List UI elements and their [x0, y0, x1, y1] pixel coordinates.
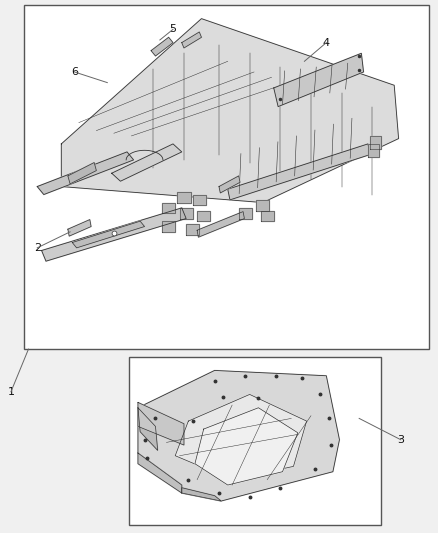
Polygon shape — [175, 394, 307, 480]
Polygon shape — [112, 144, 182, 181]
Polygon shape — [68, 220, 91, 236]
Text: 2: 2 — [34, 243, 41, 253]
Polygon shape — [162, 203, 175, 213]
Polygon shape — [72, 221, 145, 248]
Polygon shape — [138, 453, 182, 493]
Polygon shape — [239, 208, 252, 219]
Polygon shape — [219, 176, 240, 193]
Polygon shape — [68, 163, 96, 184]
Polygon shape — [42, 208, 186, 261]
Polygon shape — [138, 402, 184, 445]
Polygon shape — [182, 32, 201, 48]
Polygon shape — [228, 144, 370, 200]
Text: 4: 4 — [323, 38, 330, 47]
Polygon shape — [138, 370, 339, 501]
Polygon shape — [138, 408, 158, 450]
Text: 1: 1 — [7, 387, 14, 397]
Text: 3: 3 — [397, 435, 404, 445]
Polygon shape — [151, 37, 173, 56]
Polygon shape — [195, 408, 298, 485]
Text: 5: 5 — [170, 25, 177, 34]
Polygon shape — [274, 53, 364, 107]
Bar — [24, 5, 429, 349]
Polygon shape — [197, 212, 244, 237]
Polygon shape — [261, 211, 274, 221]
Polygon shape — [37, 152, 134, 195]
Polygon shape — [370, 136, 381, 149]
Polygon shape — [182, 488, 221, 501]
Polygon shape — [61, 19, 399, 203]
Polygon shape — [197, 211, 210, 221]
Polygon shape — [186, 224, 199, 235]
Text: 6: 6 — [71, 67, 78, 77]
Polygon shape — [256, 200, 269, 211]
Polygon shape — [180, 208, 193, 219]
Polygon shape — [193, 195, 206, 205]
Polygon shape — [177, 192, 191, 203]
Polygon shape — [162, 221, 175, 232]
Polygon shape — [368, 144, 379, 157]
Bar — [129, 357, 381, 525]
